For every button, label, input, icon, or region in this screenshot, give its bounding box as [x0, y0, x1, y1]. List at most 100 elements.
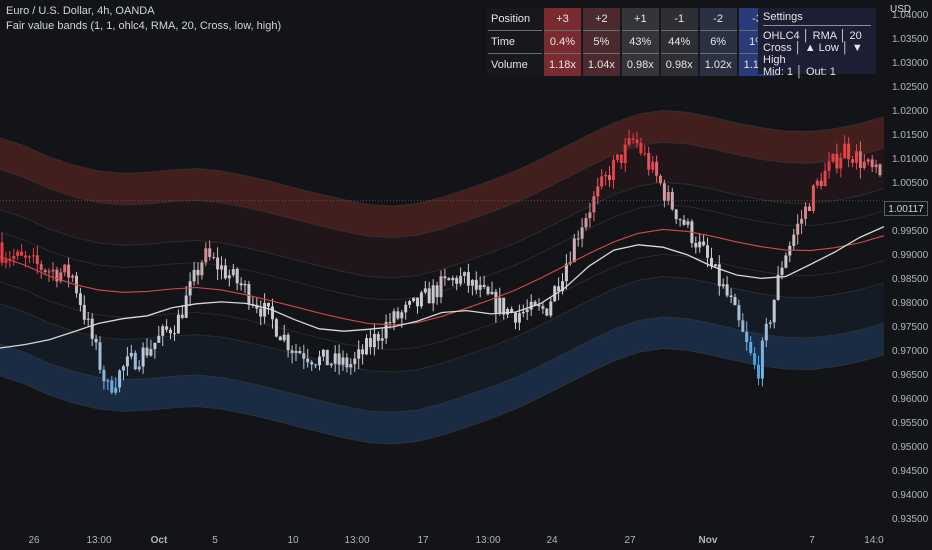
- candle-body: [466, 272, 470, 286]
- candle-body: [682, 219, 686, 225]
- candle-body: [376, 334, 380, 341]
- candle-body: [59, 272, 63, 282]
- price-tick-label: 0.97500: [892, 322, 929, 333]
- candle-body: [831, 153, 835, 162]
- candle-body: [267, 302, 270, 307]
- candle-body: [435, 285, 439, 298]
- price-tick-label: 0.99500: [892, 226, 929, 237]
- price-tick-label: 1.03000: [892, 58, 929, 69]
- candle-body: [220, 265, 223, 270]
- candle-body: [545, 308, 549, 316]
- symbol-title: Euro / U.S. Dollar, 4h, OANDA: [6, 5, 155, 17]
- candle-body: [757, 364, 760, 379]
- candle-body: [760, 340, 764, 379]
- candle-body: [55, 269, 59, 282]
- candle-body: [706, 245, 709, 258]
- candle-body: [176, 314, 180, 334]
- candle-body: [710, 257, 713, 267]
- band-boundary-line: [0, 109, 885, 207]
- candle-body: [827, 161, 831, 171]
- candle-body: [314, 364, 318, 366]
- candle-body: [51, 269, 55, 272]
- candle-body: [717, 264, 721, 287]
- candle-body: [8, 258, 12, 260]
- candle-body: [137, 366, 141, 370]
- candle-body: [529, 301, 533, 310]
- candle-body: [106, 380, 110, 382]
- candle-body: [561, 281, 564, 292]
- settings-panel: Settings OHLC4 │ RMA │ 20 Cross │ ▲ Low …: [758, 8, 876, 78]
- stats-cell-time-plus1: 43%: [621, 31, 659, 54]
- candle-body: [20, 251, 24, 256]
- candle-body: [0, 242, 4, 263]
- candle-body: [353, 358, 357, 365]
- band-boundary-line: [0, 141, 885, 239]
- candle-body: [35, 255, 39, 265]
- candle-body: [807, 206, 811, 211]
- time-tick-label: 7: [809, 535, 815, 546]
- candle-body: [729, 295, 733, 297]
- candle-body: [333, 353, 337, 364]
- candle-body: [639, 143, 643, 154]
- candle-body: [870, 159, 874, 168]
- candle-body: [686, 221, 690, 225]
- candle-body: [329, 363, 333, 366]
- candle-body: [63, 264, 67, 273]
- price-tick-label: 0.96000: [892, 394, 929, 405]
- candle-body: [839, 158, 843, 169]
- candle-body: [584, 218, 588, 228]
- candle-body: [713, 264, 717, 267]
- candle-body: [615, 154, 619, 160]
- candle-body: [341, 357, 345, 365]
- candle-body: [725, 284, 729, 296]
- candle-body: [404, 304, 408, 313]
- candle-body: [796, 223, 800, 235]
- candle-body: [474, 280, 478, 290]
- candle-body: [118, 370, 122, 388]
- candle-body: [47, 271, 51, 273]
- candle-body: [580, 227, 584, 239]
- candle-body: [12, 255, 16, 259]
- candle-body: [282, 334, 286, 341]
- candle-body: [141, 347, 145, 367]
- candle-body: [564, 263, 568, 282]
- candle-body: [800, 218, 804, 224]
- indicator-legend[interactable]: Fair value bands (1, 1, ohlc4, RMA, 20, …: [6, 20, 282, 32]
- time-tick-label: 14:0: [864, 535, 884, 546]
- stats-table: Position +3 +2 +1 -1 -2 -3 Time 0.4% 5% …: [486, 8, 778, 76]
- price-tick-label: 1.03500: [892, 34, 929, 45]
- candle-body: [651, 161, 655, 170]
- time-tick-label: 10: [287, 535, 299, 546]
- candle-body: [388, 322, 392, 324]
- stats-header-minus2: -2: [699, 8, 737, 31]
- candle-body: [862, 161, 866, 169]
- candle-body: [655, 161, 659, 176]
- price-tick-label: 0.95500: [892, 418, 929, 429]
- candle-body: [271, 306, 274, 320]
- stats-row-label-volume: Volume: [488, 54, 542, 76]
- candle-body: [490, 291, 494, 295]
- lower-middle-band: [0, 276, 884, 413]
- candle-body: [110, 380, 114, 393]
- stats-cell-time-plus3: 0.4%: [544, 31, 581, 54]
- price-tick-label: 0.93500: [892, 514, 929, 525]
- candle-body: [592, 196, 596, 213]
- band-boundary-line: [0, 181, 885, 279]
- settings-divider: [763, 25, 871, 26]
- price-tick-label: 0.98500: [892, 274, 929, 285]
- candle-body: [521, 312, 525, 314]
- candle-body: [447, 278, 451, 281]
- candle-body: [431, 285, 435, 304]
- price-tick-label: 0.99000: [892, 250, 929, 261]
- candle-body: [815, 180, 819, 186]
- candle-body: [792, 234, 796, 246]
- time-tick-label: 13:00: [475, 535, 500, 546]
- candle-body: [666, 192, 670, 201]
- candle-body: [255, 304, 259, 309]
- stats-header-minus1: -1: [660, 8, 698, 31]
- candle-body: [274, 319, 278, 337]
- candle-body: [153, 342, 157, 350]
- candle-body: [858, 151, 862, 168]
- stats-cell-volume-plus2: 1.04x: [582, 54, 620, 76]
